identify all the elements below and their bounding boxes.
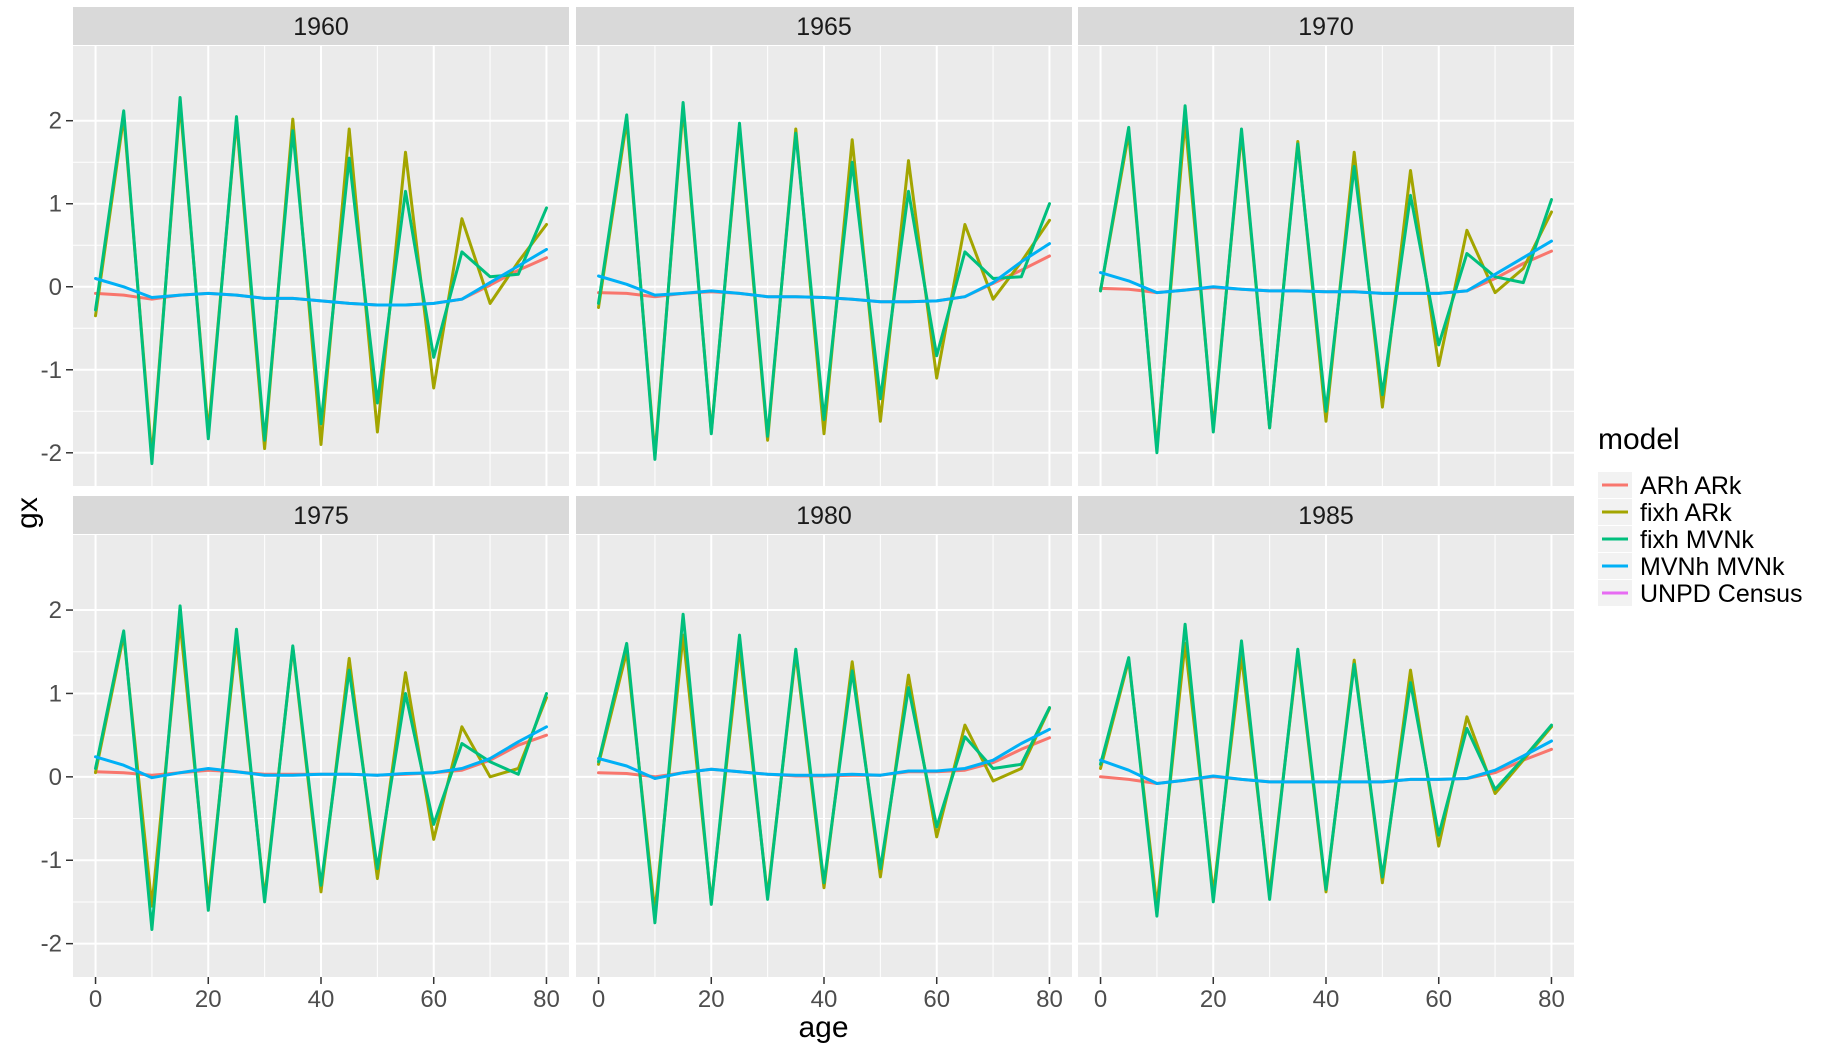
x-tick-label: 0 [592,986,605,1013]
series-line-mvnh-mvnk [94,725,548,780]
series-line-fixh-mvnk [94,604,548,931]
legend-item-fixh-ark: fixh ARk [1598,499,1732,527]
facet-panel-1960: 1960 -2 -1 0 1 2 [41,7,569,486]
facet-strip-label: 1960 [293,13,349,41]
facet-panel-1965: 1965 [576,7,1072,486]
x-tick-label: 20 [1200,986,1227,1013]
facet-strip [576,7,1072,45]
legend-item-unpd-census: UNPD Census [1598,580,1803,608]
y-tick-label: 0 [49,764,62,791]
y-tick-label: -2 [41,440,62,467]
facet-panel-1970: 1970 [1078,7,1574,486]
x-tick-label: 60 [1425,986,1452,1013]
series-line-mvnh-mvnk [597,727,1051,780]
facet-strip [73,496,569,534]
facet-strip [576,496,1072,534]
facet-strip-label: 1980 [796,502,852,530]
facet-panel-1985: 1985 0 20 40 60 80 [1078,496,1574,1013]
facet-panel-1980: 1980 0 20 40 60 80 [576,496,1072,1013]
y-tick-label: -2 [41,931,62,958]
facet-strip-label: 1985 [1298,502,1354,530]
facet-strip-label: 1965 [796,13,852,41]
x-tick-label: 40 [1313,986,1340,1013]
facet-strip [1078,496,1574,534]
y-axis-title: gx [11,497,44,529]
series-line-fixh-mvnk [1099,622,1553,918]
legend-label: fixh ARk [1640,499,1732,527]
series-line-fixh-mvnk [597,612,1051,925]
legend-label: fixh MVNk [1640,526,1754,554]
legend-item-mvnh-mvnk: MVNh MVNk [1598,553,1785,581]
legend-title: model [1598,423,1680,456]
x-tick-label: 80 [533,986,560,1013]
facet-strip-label: 1970 [1298,13,1354,41]
y-tick-label: 1 [49,191,62,218]
series-line-fixh-mvnk [94,96,548,466]
y-tick-label: -1 [41,847,62,874]
legend-item-arh-ark: ARh ARk [1598,472,1742,500]
x-tick-label: 60 [923,986,950,1013]
series-line-mvnh-mvnk [1099,239,1553,295]
y-tick-label: -1 [41,357,62,384]
legend-item-fixh-mvnk: fixh MVNk [1598,526,1754,554]
x-axis-title: age [798,1011,848,1044]
x-tick-label: 40 [308,986,335,1013]
y-tick-label: 1 [49,680,62,707]
series-line-fixh-mvnk [1099,104,1553,455]
x-tick-label: 80 [1036,986,1063,1013]
x-tick-label: 0 [89,986,102,1013]
x-tick-label: 40 [811,986,838,1013]
facet-strip-label: 1975 [293,502,349,530]
x-tick-label: 80 [1538,986,1565,1013]
series-line-mvnh-mvnk [597,242,1051,304]
x-tick-label: 60 [420,986,447,1013]
legend-label: ARh ARk [1640,472,1742,500]
y-tick-label: 2 [49,597,62,624]
facet-strip [73,7,569,45]
x-tick-label: 20 [698,986,725,1013]
facet-strip [1078,7,1574,45]
y-tick-label: 2 [49,108,62,135]
series-line-fixh-mvnk [597,101,1051,461]
x-tick-label: 20 [195,986,222,1013]
series-line-mvnh-mvnk [1099,739,1553,785]
facet-panel-1975: 1975 0 20 40 60 80 -2 -1 0 1 2 [41,496,569,1013]
legend-label: MVNh MVNk [1640,553,1785,581]
legend-label: UNPD Census [1640,580,1803,608]
y-tick-label: 0 [49,274,62,301]
series-line-mvnh-mvnk [94,247,548,307]
x-tick-label: 0 [1094,986,1107,1013]
